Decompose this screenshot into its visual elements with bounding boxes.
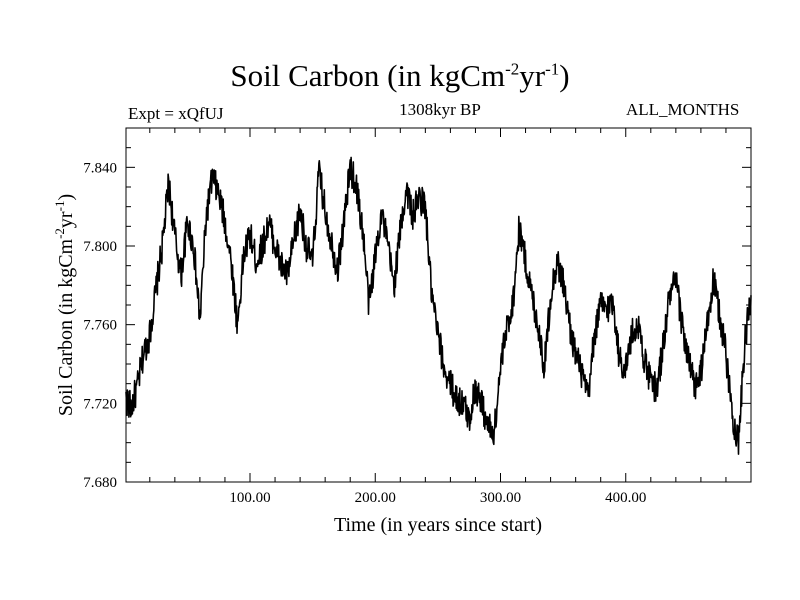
title-text-end: ) xyxy=(559,58,570,93)
series-line xyxy=(125,156,752,455)
title-superscript: -1 xyxy=(545,59,560,79)
months-label: ALL_MONTHS xyxy=(626,100,740,119)
y-tick-label: 7.680 xyxy=(83,475,117,491)
y-axis-title: Soil Carbon (in kgCm-2yr-1) xyxy=(52,194,77,416)
y-tick-label: 7.760 xyxy=(83,318,117,334)
y-axis-title-end: ) xyxy=(55,194,77,201)
x-tick-label: 400.00 xyxy=(605,490,646,506)
y-tick-label: 7.720 xyxy=(83,396,117,412)
axis-tick-labels: 100.00 200.00 300.00 400.00 7.680 7.720 7.760 7… xyxy=(83,160,646,506)
y-axis-title-main: Soil Carbon (in kgCm xyxy=(55,238,77,416)
x-tick-label: 200.00 xyxy=(355,490,396,506)
x-tick-label: 300.00 xyxy=(480,490,521,506)
x-tick-label: 100.00 xyxy=(229,490,270,506)
experiment-label: Expt = xQfUJ xyxy=(128,104,224,123)
y-axis-title-unit: yr xyxy=(55,211,77,228)
period-label: 1308kyr BP xyxy=(399,100,481,119)
axis-ticks xyxy=(126,128,751,483)
chart-title: Soil Carbon (in kgCm-2yr-1) xyxy=(0,58,800,94)
y-axis-title-sup: -2 xyxy=(52,228,67,239)
plot-frame xyxy=(125,127,752,483)
title-text-unit: yr xyxy=(519,58,546,93)
y-axis-title-sup: -1 xyxy=(52,201,67,212)
y-tick-label: 7.840 xyxy=(83,160,117,176)
x-axis-title: Time (in years since start) xyxy=(334,514,542,536)
title-text: Soil Carbon (in kgCm xyxy=(230,58,506,93)
y-tick-label: 7.800 xyxy=(83,239,117,255)
title-superscript: -2 xyxy=(505,59,520,79)
